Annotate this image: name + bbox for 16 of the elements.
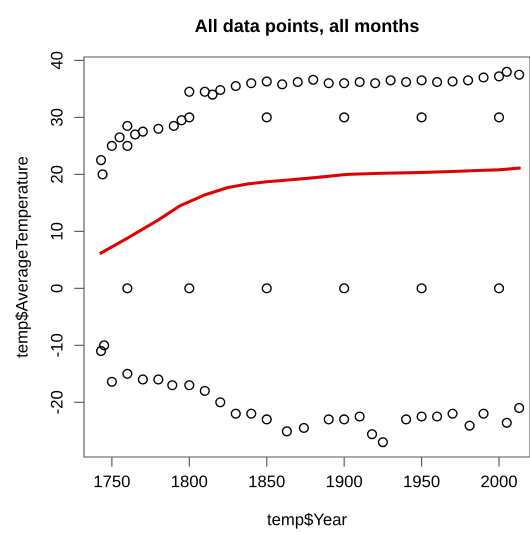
x-axis-title: temp$Year xyxy=(267,512,347,529)
x-tick-label: 1750 xyxy=(94,475,130,488)
x-tick-label: 1900 xyxy=(326,475,362,488)
chart-title: All data points, all months xyxy=(195,18,419,36)
y-tick-label: -10 xyxy=(50,334,63,357)
y-tick-label: 0 xyxy=(50,284,63,292)
y-tick-label: 40 xyxy=(50,52,63,70)
y-tick-label: 30 xyxy=(50,108,63,126)
y-tick-label: 20 xyxy=(50,166,63,183)
x-tick-label: 1850 xyxy=(249,475,285,488)
y-tick-label: 10 xyxy=(50,222,63,240)
y-tick-label: -20 xyxy=(50,390,63,414)
y-axis-title: temp$AverageTemperature xyxy=(15,156,31,358)
x-tick-label: 1800 xyxy=(172,475,208,488)
x-tick-label: 1950 xyxy=(404,475,440,488)
x-tick-label: 2000 xyxy=(481,475,517,488)
